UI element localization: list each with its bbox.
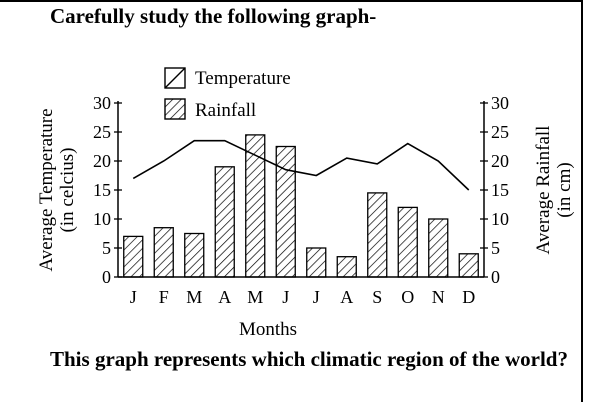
- temperature-line: [132, 139, 470, 191]
- left-y-axis-label-line: (in celcius): [57, 148, 78, 233]
- rainfall-bar: [214, 166, 235, 278]
- x-tick-label: J: [130, 287, 137, 307]
- frame-right-border: [581, 0, 583, 402]
- rainfall-bar: [245, 134, 266, 278]
- left-tick-label: 15: [93, 180, 111, 200]
- x-tick-label: F: [159, 287, 169, 307]
- x-tick-label: A: [218, 287, 231, 307]
- left-tick-label: 25: [93, 122, 111, 142]
- x-tick-label: N: [432, 287, 445, 307]
- rainfall-bar: [458, 253, 479, 278]
- right-tick-label: 0: [491, 267, 500, 287]
- rainfall-bar: [428, 218, 449, 278]
- x-tick-label: M: [247, 287, 263, 307]
- x-tick-label: S: [372, 287, 382, 307]
- legend-temperature-label: Temperature: [195, 68, 291, 89]
- x-tick-label: O: [401, 287, 414, 307]
- x-tick-label: M: [186, 287, 202, 307]
- rainfall-bar: [367, 192, 388, 278]
- legend-temperature-swatch-line: [164, 67, 186, 89]
- rainfall-bar: [397, 206, 418, 278]
- left-tick-label: 5: [102, 238, 111, 258]
- rainfall-bar: [306, 247, 327, 278]
- question: This graph represents which climatic reg…: [50, 347, 568, 371]
- x-axis-label: Months: [239, 319, 297, 340]
- rainfall-bars: [123, 134, 479, 278]
- rainfall-bar: [123, 235, 144, 278]
- frame-top-border: [0, 0, 583, 2]
- heading: Carefully study the following graph-: [50, 4, 377, 28]
- right-y-axis-label: Average Rainfall(in cm): [533, 126, 575, 255]
- rainfall-bar: [336, 256, 357, 278]
- x-tick-label: A: [340, 287, 353, 307]
- left-tick-label: 0: [102, 267, 111, 287]
- right-tick-label: 20: [491, 151, 509, 171]
- x-tick-label: J: [282, 287, 289, 307]
- left-tick-label: 10: [93, 209, 111, 229]
- right-tick-label: 5: [491, 238, 500, 258]
- right-tick-label: 10: [491, 209, 509, 229]
- temperature-line-layer: [132, 139, 470, 191]
- right-tick-label: 15: [491, 180, 509, 200]
- rainfall-bar: [184, 232, 205, 278]
- right-y-axis-label-line: Average Rainfall: [533, 126, 554, 255]
- rainfall-bar: [153, 227, 174, 278]
- legend-rainfall-swatch: [164, 98, 186, 120]
- left-y-axis-label: Average Temperature(in celcius): [36, 108, 78, 271]
- left-tick-label: 20: [93, 151, 111, 171]
- right-tick-label: 30: [491, 93, 509, 113]
- x-tick-label: D: [462, 287, 475, 307]
- right-tick-label: 25: [491, 122, 509, 142]
- right-y-axis-label-line: (in cm): [554, 162, 575, 217]
- legend: Temperature Rainfall: [164, 67, 291, 121]
- left-tick-label: 30: [93, 93, 111, 113]
- legend-rainfall-label: Rainfall: [195, 100, 256, 121]
- x-tick-label: J: [313, 287, 320, 307]
- left-y-axis-label-line: Average Temperature: [36, 108, 57, 271]
